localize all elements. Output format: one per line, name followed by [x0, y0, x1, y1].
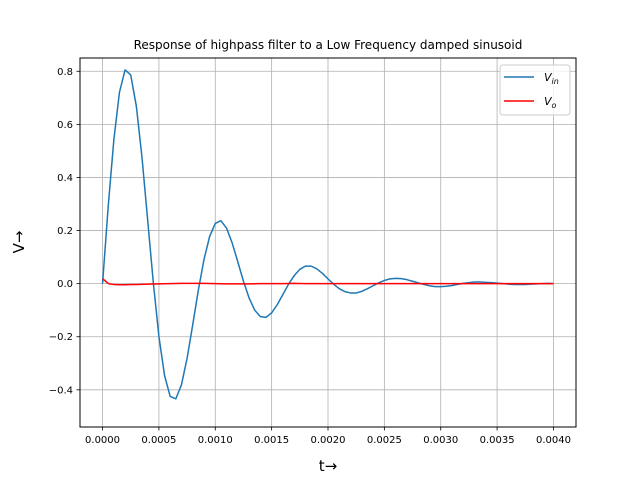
y-axis: −0.4 −0.2 0.0 0.2 0.4 0.6 0.8 [49, 67, 80, 396]
y-tick-label: 0.4 [57, 173, 73, 184]
y-tick-label: 0.0 [57, 279, 73, 290]
plot-area [101, 69, 554, 400]
legend-box [499, 64, 571, 116]
legend-label-subscript: in [552, 77, 559, 86]
x-tick-label: 0.0010 [198, 435, 233, 446]
y-axis-label: V→ [10, 231, 28, 254]
x-axis-label: t→ [319, 457, 337, 475]
series-line-o [102, 278, 554, 286]
legend-label-o: Vo [544, 95, 557, 110]
x-tick-label: 0.0020 [311, 435, 346, 446]
x-tick-label: 0.0040 [536, 435, 571, 446]
legend-label-base: V [544, 95, 553, 108]
y-tick-label: 0.6 [57, 120, 73, 131]
series-line-in [101, 69, 554, 400]
legend-label-in: Vin [544, 71, 559, 86]
x-tick-label: 0.0035 [480, 435, 515, 446]
x-tick-label: 0.0005 [141, 435, 176, 446]
x-axis: 0.0000 0.0005 0.0010 0.0015 0.0020 0.0025 0.00… [85, 427, 571, 446]
legend-label-base: V [544, 71, 553, 84]
legend-label-subscript: o [552, 101, 557, 110]
x-tick-label: 0.0030 [423, 435, 458, 446]
x-tick-label: 0.0025 [367, 435, 402, 446]
x-tick-label: 0.0000 [85, 435, 120, 446]
series-layer [101, 69, 554, 400]
y-tick-label: 0.2 [57, 226, 73, 237]
y-tick-label: 0.8 [57, 67, 73, 78]
x-tick-label: 0.0015 [254, 435, 289, 446]
grid [80, 58, 576, 427]
chart-title: Response of highpass filter to a Low Fre… [134, 38, 523, 52]
y-tick-label: −0.4 [49, 385, 73, 396]
y-tick-label: −0.2 [49, 332, 73, 343]
